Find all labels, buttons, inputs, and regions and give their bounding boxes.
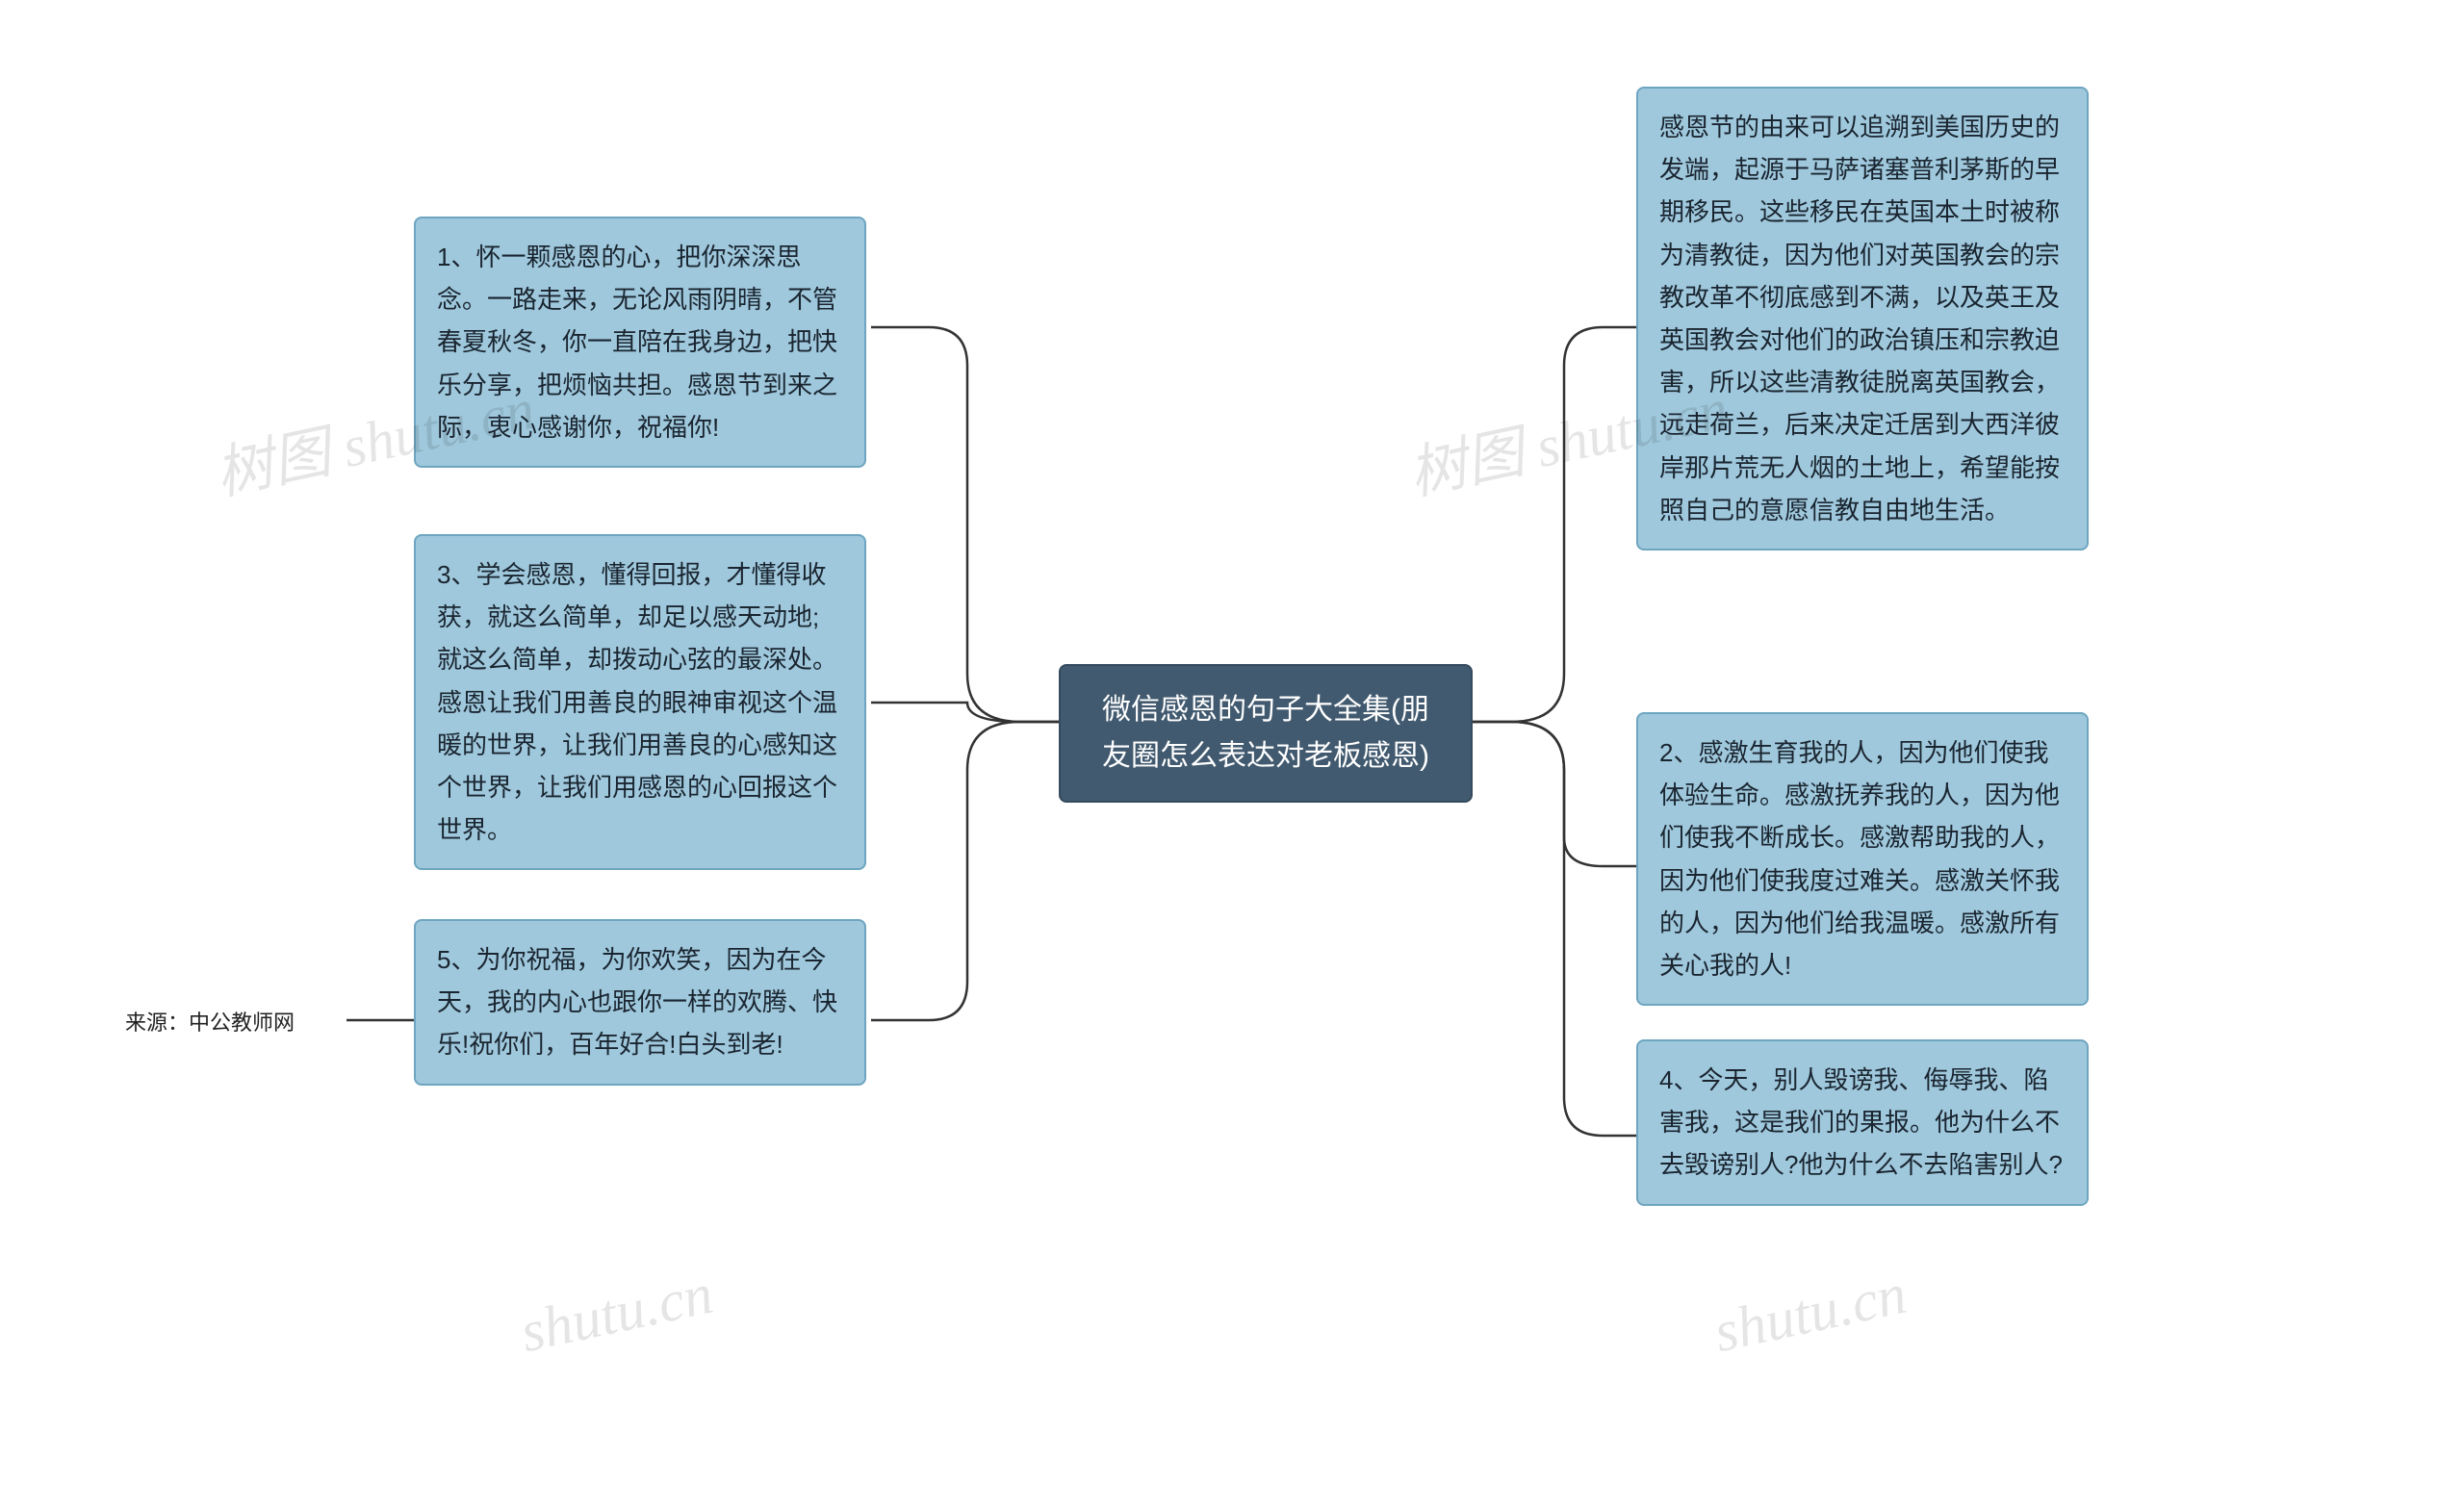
left-node-1-text: 1、怀一颗感恩的心，把你深深思念。一路走来，无论风雨阴晴，不管春夏秋冬，你一直陪… — [437, 243, 837, 442]
right-node-2: 2、感激生育我的人，因为他们使我体验生命。感激抚养我的人，因为他们使我不断成长。… — [1636, 712, 2089, 1006]
right-node-2-text: 2、感激生育我的人，因为他们使我体验生命。感激抚养我的人，因为他们使我不断成长。… — [1659, 738, 2060, 980]
left-node-3-text: 5、为你祝福，为你欢笑，因为在今天，我的内心也跟你一样的欢腾、快乐!祝你们，百年… — [437, 945, 837, 1059]
left-node-3: 5、为你祝福，为你欢笑，因为在今天，我的内心也跟你一样的欢腾、快乐!祝你们，百年… — [414, 919, 866, 1086]
source-label-text: 来源：中公教师网 — [125, 1011, 295, 1035]
center-line2: 友圈怎么表达对老板感恩) — [1102, 740, 1429, 772]
right-node-1: 感恩节的由来可以追溯到美国历史的发端，起源于马萨诸塞普利茅斯的早期移民。这些移民… — [1636, 87, 2089, 550]
right-node-3-text: 4、今天，别人毁谤我、侮辱我、陷害我，这是我们的果报。他为什么不去毁谤别人?他为… — [1659, 1065, 2063, 1179]
left-node-2: 3、学会感恩，懂得回报，才懂得收获，就这么简单，却足以感天动地;就这么简单，却拨… — [414, 534, 866, 870]
center-line1: 微信感恩的句子大全集(朋 — [1102, 694, 1429, 726]
right-node-3: 4、今天，别人毁谤我、侮辱我、陷害我，这是我们的果报。他为什么不去毁谤别人?他为… — [1636, 1039, 2089, 1206]
right-node-1-text: 感恩节的由来可以追溯到美国历史的发端，起源于马萨诸塞普利茅斯的早期移民。这些移民… — [1659, 113, 2060, 525]
source-label: 来源：中公教师网 — [125, 1006, 295, 1037]
left-node-2-text: 3、学会感恩，懂得回报，才懂得收获，就这么简单，却足以感天动地;就这么简单，却拨… — [437, 560, 837, 844]
center-node: 微信感恩的句子大全集(朋 友圈怎么表达对老板感恩) — [1059, 664, 1473, 803]
left-node-1: 1、怀一颗感恩的心，把你深深思念。一路走来，无论风雨阴晴，不管春夏秋冬，你一直陪… — [414, 217, 866, 468]
